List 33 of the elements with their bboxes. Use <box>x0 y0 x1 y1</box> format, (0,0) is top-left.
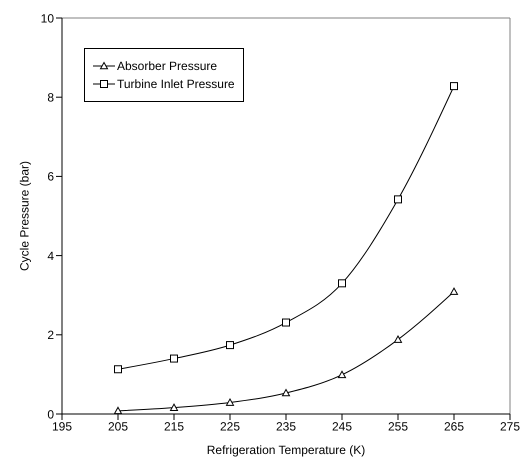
point <box>394 336 402 343</box>
point <box>226 341 234 350</box>
legend-label: Absorber Pressure <box>117 59 218 73</box>
x-tick-label: 255 <box>388 420 408 434</box>
x-tick-label: 235 <box>276 420 296 434</box>
x-axis-title: Refrigeration Temperature (K) <box>206 443 366 457</box>
x-tick-label: 225 <box>220 420 240 434</box>
point <box>450 82 458 90</box>
y-tick-label: 2 <box>47 328 54 342</box>
x-tick-label: 205 <box>108 420 128 434</box>
point <box>170 404 178 411</box>
x-tick-label: 215 <box>164 420 184 434</box>
y-tick-label: 10 <box>40 11 54 26</box>
point <box>170 354 178 363</box>
x-tick-label: 275 <box>500 420 520 434</box>
point <box>338 279 346 288</box>
point <box>450 288 458 295</box>
x-tick-label: 265 <box>444 420 464 434</box>
y-tick-label: 0 <box>47 407 54 422</box>
legend-label: Turbine Inlet Pressure <box>117 77 235 91</box>
point <box>282 318 290 327</box>
point <box>114 365 122 374</box>
x-tick-label: 195 <box>52 420 72 434</box>
y-tick-label: 4 <box>47 248 54 263</box>
point <box>394 195 402 204</box>
y-tick-label: 6 <box>47 170 54 184</box>
point <box>338 370 346 378</box>
y-axis-title: Cycle Pressure (bar) <box>17 160 32 272</box>
x-tick-label: 245 <box>332 420 352 434</box>
point <box>114 406 122 414</box>
point <box>226 398 234 406</box>
y-tick-label: 8 <box>47 90 54 104</box>
point <box>282 389 290 396</box>
